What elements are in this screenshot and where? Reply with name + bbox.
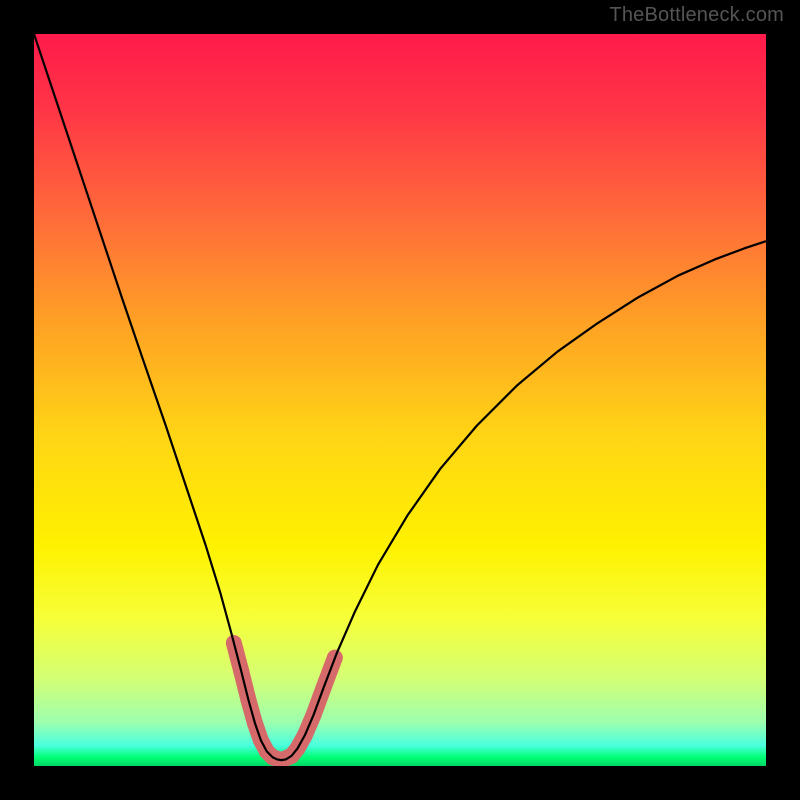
watermark-text: TheBottleneck.com [609,4,784,27]
chart-svg [34,34,766,766]
chart-background [34,34,766,766]
plot-area [34,34,766,766]
